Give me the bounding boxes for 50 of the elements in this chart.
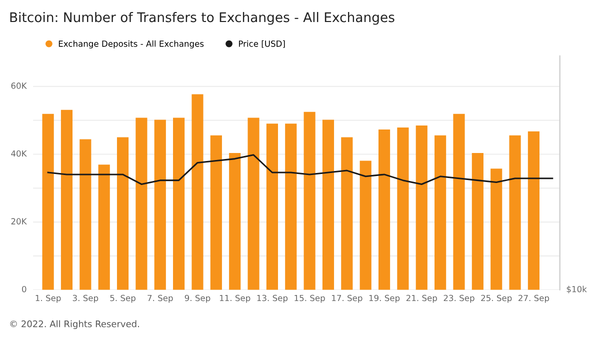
bar <box>80 139 92 290</box>
bar <box>304 112 316 290</box>
bar <box>397 128 409 290</box>
text: $10k <box>566 286 587 294</box>
x-tick-label: 23. Sep <box>444 294 474 303</box>
x-tick-label: 21. Sep <box>406 294 437 303</box>
text: 0 <box>22 286 26 292</box>
bar <box>434 135 446 290</box>
x-tick-label: 3. Sep <box>72 294 98 303</box>
bar <box>453 114 465 290</box>
bar <box>266 124 278 290</box>
bar <box>60 110 73 290</box>
x-tick-label: 7. Sep <box>148 294 173 303</box>
bar <box>528 131 540 290</box>
x-tick-label: 19. Sep <box>369 294 400 303</box>
bar <box>173 118 185 290</box>
bar <box>360 160 372 290</box>
text: 20K <box>11 218 27 224</box>
text: © 2022. All Rights Reserved. <box>10 320 139 330</box>
text: 60K <box>11 82 27 89</box>
x-tick-label: 27. Sep <box>518 294 550 303</box>
legend-label: Price [USD] <box>239 40 285 48</box>
text: 40K <box>11 150 27 157</box>
chart-title: Bitcoin: Number of Transfers to Exchanges - All Exchanges <box>10 12 394 25</box>
bar <box>192 94 204 290</box>
bar <box>136 118 148 290</box>
bar <box>416 126 428 290</box>
bar <box>341 137 353 290</box>
x-tick-label: 9. Sep <box>184 294 210 303</box>
bar <box>285 124 297 290</box>
x-tick-label: 5. Sep <box>110 294 136 303</box>
bar <box>116 137 129 290</box>
x-tick-label: 13. Sep <box>257 294 288 303</box>
x-tick-label: 25. Sep <box>481 294 512 303</box>
bar <box>42 114 54 290</box>
bar <box>210 135 222 290</box>
x-tick-label: 1. Sep <box>36 294 61 303</box>
bar <box>98 164 110 290</box>
bar <box>378 129 390 290</box>
bar <box>322 120 334 290</box>
x-tick-label: 17. Sep <box>332 294 362 303</box>
bar <box>490 168 502 290</box>
x-tick-label: 15. Sep <box>294 294 325 303</box>
legend-label: Exchange Deposits - All Exchanges <box>58 40 204 48</box>
bar <box>154 120 166 290</box>
bar <box>472 152 484 290</box>
bar <box>248 118 260 290</box>
x-tick-label: 11. Sep <box>220 294 250 303</box>
bar <box>229 152 241 290</box>
bar <box>509 135 521 290</box>
